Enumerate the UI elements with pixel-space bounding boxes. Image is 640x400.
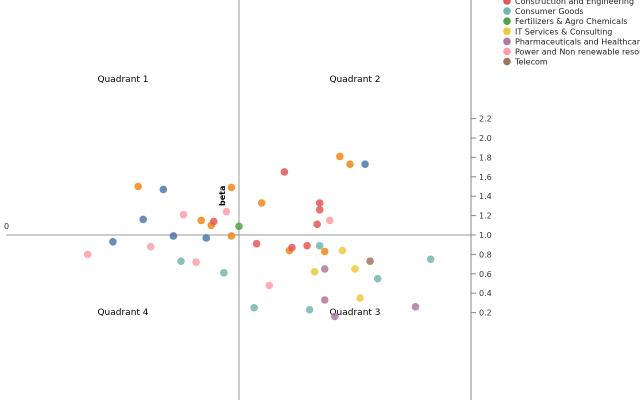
legend-swatch — [503, 47, 511, 56]
scatter-point[interactable] — [303, 241, 311, 250]
scatter-point[interactable] — [411, 302, 420, 311]
scatter-point[interactable] — [361, 160, 369, 168]
scatter-point[interactable] — [252, 239, 261, 248]
x-axis-zero-label: 0 — [4, 222, 9, 231]
scatter-point[interactable] — [346, 160, 354, 168]
scatter-point[interactable] — [280, 168, 289, 176]
scatter-point[interactable] — [310, 268, 319, 276]
legend-label: IT Services & Consulting — [515, 27, 612, 36]
scatter-point[interactable] — [250, 303, 258, 312]
scatter-point[interactable] — [356, 294, 364, 302]
scatter-point[interactable] — [265, 281, 274, 290]
y-axis-ticks: 0.2 0.4 0.6 0.8 1.0 1.2 1.4 1.6 1.8 2.0 2.2 — [471, 115, 492, 318]
scatter-point[interactable] — [177, 257, 185, 265]
legend-swatch — [503, 0, 511, 5]
quadrant-label-4: Quadrant 4 — [97, 308, 148, 318]
scatter-point[interactable] — [227, 232, 236, 240]
y-tick-label: 1.2 — [479, 212, 492, 221]
scatter-point[interactable] — [109, 237, 117, 246]
scatter-point[interactable] — [373, 274, 382, 283]
legend-swatch — [503, 37, 511, 46]
y-tick-label: 0.2 — [479, 309, 492, 318]
legend-label: Telecom — [514, 58, 548, 67]
y-tick-label: 1.0 — [479, 231, 492, 240]
scatter-point[interactable] — [313, 220, 321, 229]
y-tick-label: 1.6 — [479, 173, 492, 182]
quadrant-label-3: Quadrant 3 — [329, 308, 380, 318]
scatter-point[interactable] — [209, 217, 218, 226]
y-tick-label: 1.4 — [479, 192, 492, 201]
y-tick-label: 0.4 — [479, 289, 492, 298]
axes-group — [6, 0, 472, 400]
legend-label: Power and Non renewable resources — [515, 48, 640, 57]
legend-swatch — [503, 27, 511, 36]
scatter-point[interactable] — [202, 234, 211, 242]
scatter-point[interactable] — [146, 242, 155, 251]
y-tick-label: 1.8 — [479, 153, 492, 162]
y-tick-label: 0.6 — [479, 270, 492, 279]
scatter-point[interactable] — [235, 222, 243, 231]
legend-swatch — [503, 17, 511, 26]
scatter-point[interactable] — [366, 257, 374, 265]
scatter-point[interactable] — [139, 215, 147, 224]
scatter-point[interactable] — [192, 258, 200, 266]
scatter-point[interactable] — [220, 269, 228, 277]
scatter-point[interactable] — [288, 243, 296, 252]
quadrant-label-1: Quadrant 1 — [97, 75, 148, 85]
scatter-point[interactable] — [315, 205, 324, 214]
y-tick-label: 2.2 — [479, 115, 492, 124]
legend-label: Pharmaceuticals and Healthcare — [515, 37, 640, 46]
y-tick-label: 2.0 — [479, 134, 492, 143]
scatter-point[interactable] — [338, 246, 347, 255]
scatter-point[interactable] — [315, 241, 324, 250]
scatter-point[interactable] — [83, 250, 92, 259]
scatter-point[interactable] — [169, 232, 178, 240]
quadrant-labels: Quadrant 1 Quadrant 2 Quadrant 3 Quadrant 4 — [97, 75, 380, 318]
quadrant-label-2: Quadrant 2 — [329, 75, 380, 85]
scatter-point[interactable] — [331, 312, 339, 321]
y-axis-title: beta — [218, 186, 227, 206]
y-tick-label: 0.8 — [479, 250, 492, 259]
scatter-point[interactable] — [197, 216, 205, 225]
scatter-point[interactable] — [325, 216, 334, 225]
scatter-point[interactable] — [134, 182, 142, 191]
scatter-point[interactable] — [351, 265, 359, 273]
scatter-point[interactable] — [222, 207, 231, 216]
scatter-point[interactable] — [315, 199, 324, 207]
scatter-point[interactable] — [257, 199, 266, 207]
legend-label: Fertilizers & Agro Chemicals — [515, 17, 627, 26]
scatter-point[interactable] — [426, 255, 435, 264]
legend-label: Construction and Engineering — [515, 0, 634, 6]
data-points — [83, 152, 435, 321]
scatter-point[interactable] — [320, 265, 329, 273]
legend-swatch — [503, 7, 511, 15]
scatter-point[interactable] — [179, 210, 188, 219]
legend-label: Consumer Goods — [515, 7, 584, 16]
scatter-point[interactable] — [305, 305, 314, 314]
scatter-point[interactable] — [320, 247, 329, 256]
scatter-point[interactable] — [320, 296, 329, 304]
scatter-point[interactable] — [159, 185, 168, 194]
scatter-point[interactable] — [227, 183, 236, 192]
legend-swatch — [503, 57, 511, 66]
scatter-point[interactable] — [336, 152, 344, 161]
